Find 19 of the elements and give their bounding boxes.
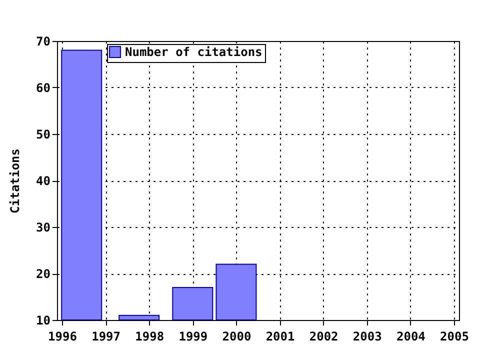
x-tick-label: 1999 [178,330,208,344]
y-tick-label: 50 [36,128,50,142]
y-tick-label: 10 [36,314,50,328]
x-tick-label: 2001 [266,330,295,344]
x-tick-label: 2003 [352,330,382,344]
y-tick-label: 40 [36,174,50,188]
x-tick-label: 1997 [92,330,121,344]
y-axis-title: Citations [8,148,22,214]
x-tick-label: 2004 [396,330,426,344]
y-tick-label: 60 [36,81,50,95]
x-tick-label: 1998 [135,330,164,344]
y-tick-label: 30 [36,220,50,234]
x-tick-label: 2000 [222,330,252,344]
legend-label: Number of citations [125,45,262,59]
x-tick-label: 2005 [440,330,469,344]
x-tick-label: 1996 [48,330,77,344]
x-tick-label: 2002 [309,330,338,344]
y-tick-label: 70 [36,34,50,48]
y-tick-label: 20 [36,267,50,281]
